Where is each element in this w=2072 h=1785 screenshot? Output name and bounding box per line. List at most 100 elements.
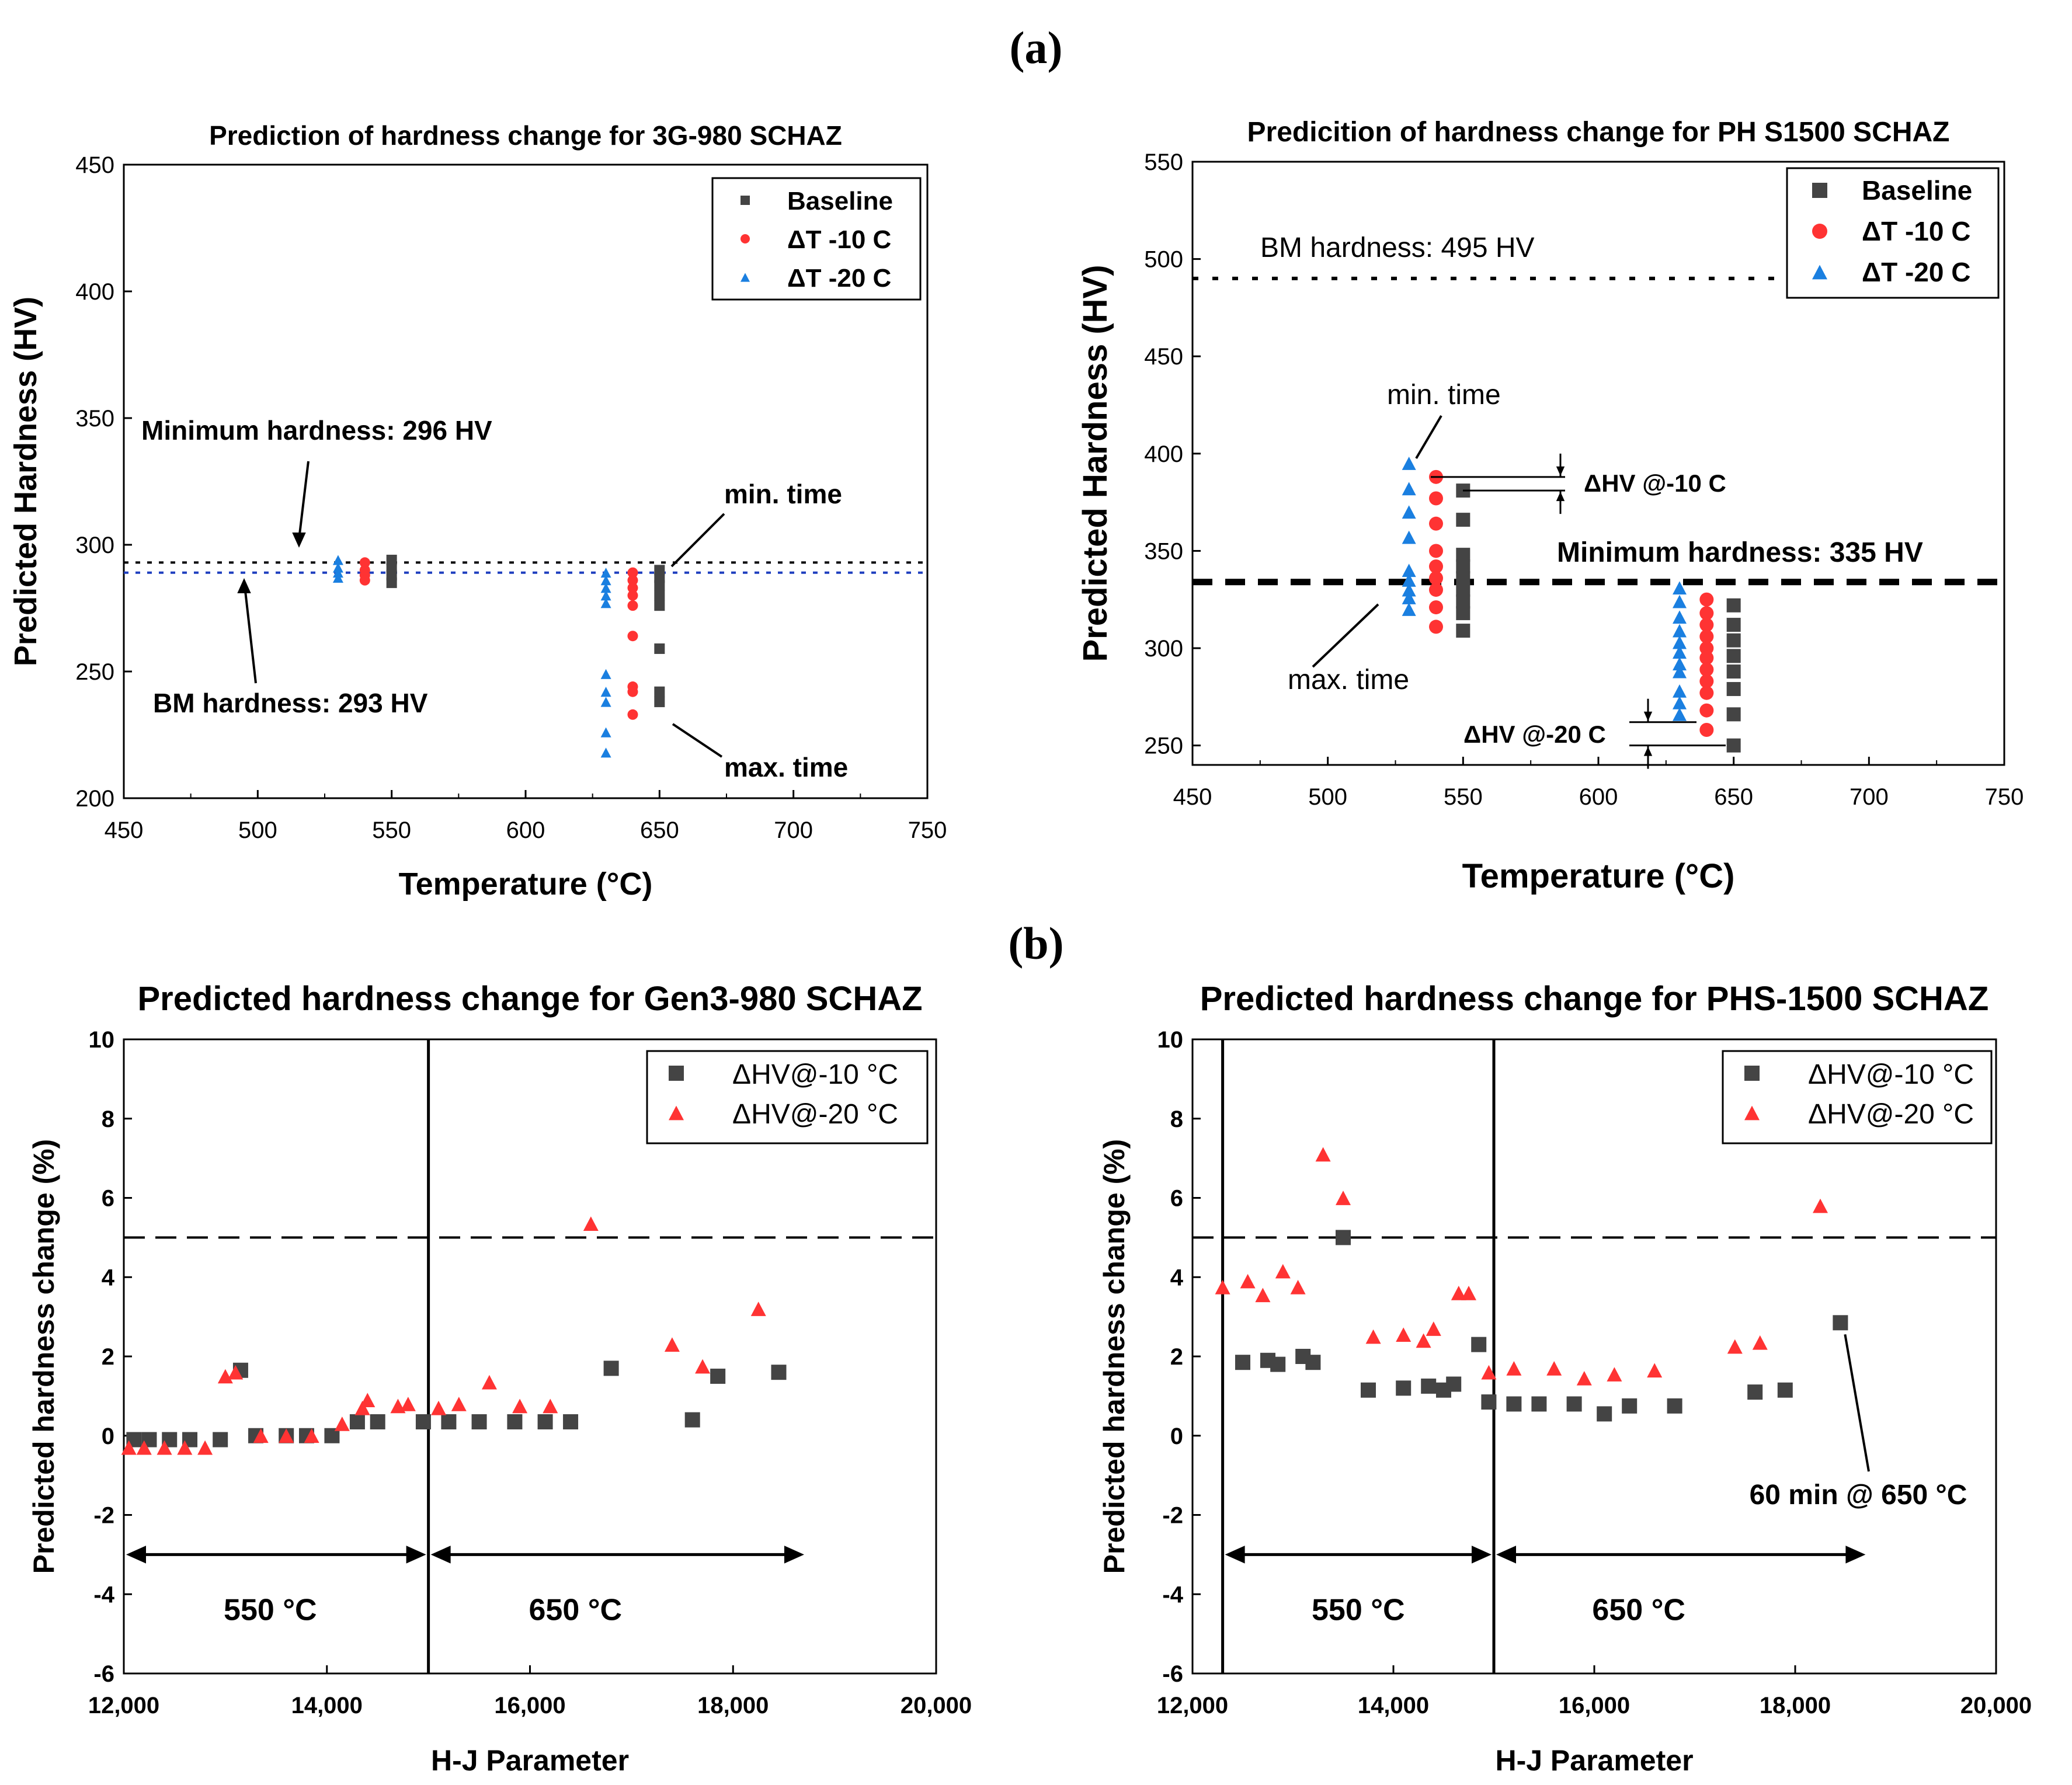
point-dt20 (332, 562, 343, 573)
point-baseline (654, 643, 665, 654)
arrow-head (1472, 1546, 1492, 1564)
legend-label: ΔHV@-20 °C (1808, 1099, 1974, 1130)
point-dhv10 (1235, 1355, 1250, 1370)
legend-marker (741, 273, 750, 282)
point-dhv10 (1446, 1376, 1462, 1392)
point-dhv20 (354, 1400, 370, 1415)
legend-label: ΔHV@-20 °C (732, 1099, 898, 1130)
arrow-head (237, 578, 251, 593)
point-dt10 (627, 567, 638, 578)
region-label-650: 650 °C (529, 1593, 623, 1627)
point-dt10 (1699, 662, 1714, 677)
y-tick-label: 6 (102, 1186, 114, 1212)
y-tick-label: 400 (1144, 441, 1183, 467)
point-dt20 (1673, 645, 1687, 659)
chart-a1: 450 500 550 600 650 700 750 200 250 300 350 400 450 P… (8, 120, 947, 902)
point-dhv20 (481, 1375, 497, 1390)
y-tick-label: 550 (1144, 149, 1183, 175)
y-axis-label: Predicted hardness change (%) (1098, 1139, 1131, 1574)
y-tick-label: 250 (1144, 733, 1183, 759)
arrow-head (1556, 466, 1565, 476)
point-dt20 (332, 568, 343, 578)
point-dt10 (627, 686, 638, 697)
point-dhv10 (1336, 1230, 1351, 1245)
y-tick-label: -2 (1162, 1503, 1183, 1529)
point-dhv10 (710, 1368, 726, 1384)
y-tick-label: 2 (102, 1344, 114, 1370)
y-axis-label: Predicted hardness change (%) (27, 1139, 60, 1574)
point-dhv10 (563, 1414, 579, 1429)
annotation-min-hardness: Minimum hardness: 296 HV (141, 415, 492, 446)
point-dhv10 (684, 1412, 700, 1428)
y-tick-label: 10 (1157, 1027, 1184, 1053)
point-dhv20 (750, 1302, 766, 1316)
point-dt10 (1699, 606, 1714, 621)
y-tick-label: 500 (1144, 247, 1183, 273)
x-axis-label: H-J Parameter (431, 1744, 629, 1777)
legend-marker (1812, 183, 1827, 198)
legend-marker (669, 1066, 684, 1081)
legend-label: ΔT -20 C (1862, 257, 1970, 287)
point-dt20 (1402, 603, 1416, 616)
point-dt10 (1699, 592, 1714, 607)
x-tick-label: 700 (1849, 784, 1889, 810)
point-dhv20 (1275, 1264, 1291, 1279)
point-dt20 (332, 572, 343, 583)
point-dhv10 (471, 1414, 487, 1429)
arrow-head (1496, 1546, 1516, 1564)
point-dhv20 (1215, 1279, 1230, 1295)
point-dhv20 (121, 1440, 137, 1455)
legend-marker (1744, 1066, 1760, 1081)
x-tick-label: 450 (105, 817, 144, 843)
x-tick-label: 650 (1714, 784, 1753, 810)
annotation-min-time: min. time (1387, 380, 1501, 410)
point-dt20 (600, 747, 611, 758)
point-dhv20 (583, 1216, 599, 1231)
y-tick-label: 300 (75, 533, 114, 558)
y-tick-label: -4 (93, 1582, 114, 1607)
point-dt20 (1402, 591, 1416, 604)
point-dt10 (1429, 620, 1443, 634)
x-tick-label: 600 (506, 817, 545, 843)
y-tick-label: 250 (75, 659, 114, 685)
point-dhv20 (1576, 1370, 1592, 1386)
point-dhv20 (1813, 1198, 1828, 1213)
legend-marker (1812, 265, 1827, 280)
y-tick-label: 350 (1144, 538, 1183, 564)
arrow-head (784, 1546, 804, 1564)
point-dt20 (1673, 635, 1687, 649)
legend-marker (1744, 1105, 1760, 1121)
point-dhv20 (1607, 1367, 1622, 1382)
arrow-head (1225, 1546, 1245, 1564)
point-dhv20 (360, 1393, 376, 1408)
point-dhv20 (1727, 1339, 1743, 1354)
point-dhv20 (400, 1397, 416, 1411)
point-baseline (1726, 618, 1741, 632)
point-dt20 (600, 598, 611, 608)
legend-label: ΔHV@-10 °C (732, 1059, 898, 1090)
charts-layer: 450 500 550 600 650 700 750200250300350400450P… (8, 117, 2032, 1777)
y-tick-label: 0 (102, 1424, 114, 1449)
x-tick-label: 550 (372, 817, 411, 843)
point-dhv20 (695, 1359, 711, 1374)
annotation-60min: 60 min @ 650 °C (1750, 1480, 1967, 1511)
legend-label: Baseline (787, 187, 893, 215)
point-dhv20 (136, 1440, 152, 1455)
point-dt10 (1699, 703, 1714, 718)
x-tick-label: 700 (774, 817, 813, 843)
point-dhv10 (1270, 1356, 1286, 1372)
y-tick-label: -2 (93, 1503, 114, 1529)
point-dt20 (1673, 624, 1687, 638)
point-dt20 (1673, 657, 1687, 671)
x-tick-label: 500 (238, 817, 277, 843)
point-baseline (1726, 664, 1741, 679)
point-baseline (654, 590, 665, 601)
panel-label-a: (a) (1010, 22, 1063, 73)
point-dhv20 (157, 1440, 172, 1455)
point-dhv10 (1566, 1396, 1582, 1412)
point-dt20 (1402, 457, 1416, 470)
point-dhv10 (603, 1361, 619, 1376)
point-dhv20 (334, 1417, 350, 1431)
annotation-max-time: max. time (1288, 664, 1409, 695)
legend-marker (741, 234, 750, 243)
